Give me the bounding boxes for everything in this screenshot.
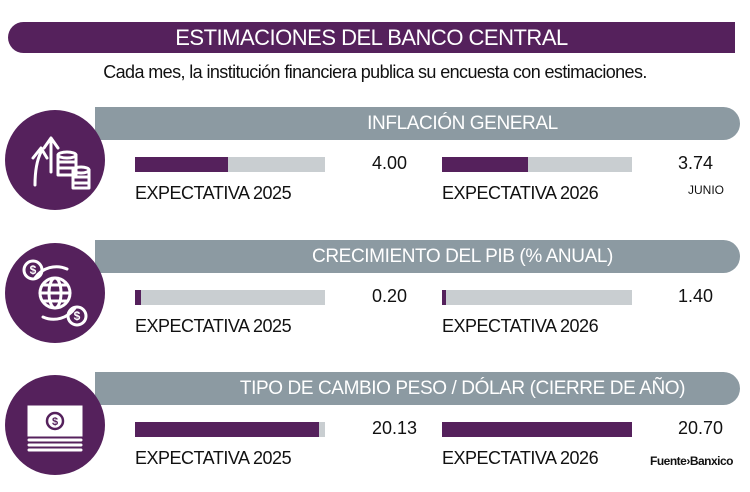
label-2026: EXPECTATIVA 2026 [442,183,599,203]
value-2026: 3.74 [678,153,714,173]
bar-fill [135,290,141,305]
bar-track-2025 [135,422,325,437]
section-inflation: INFLACIÓN GENERAL 4.00 EXPECTATIVA 2025 … [0,107,750,227]
section-gdp: CRECIMIENTO DEL PIB (% ANUAL) $ $ 0.20 E… [0,240,750,360]
icon-circle: $ $ [5,243,105,343]
bar-fill [442,290,446,305]
label-2025: EXPECTATIVA 2025 [135,183,292,203]
svg-text:$: $ [30,263,37,277]
subtitle: Cada mes, la institución financiera publ… [103,62,647,82]
bar-fill [135,157,229,172]
bar-track-2026 [442,157,632,172]
bar-fill [442,422,632,437]
value-2026: 20.70 [678,418,724,438]
svg-text:$: $ [52,416,58,428]
globe-dollar-exchange-icon: $ $ [22,259,88,327]
value-2025: 4.00 [372,153,408,173]
bar-track-2026 [442,290,632,305]
section-title: TIPO DE CAMBIO PESO / DÓLAR (CIERRE DE A… [95,372,740,405]
bar-track-2026 [442,422,632,437]
label-2025: EXPECTATIVA 2025 [135,448,292,468]
bar-fill [442,157,528,172]
icon-circle [5,110,105,210]
label-2026: EXPECTATIVA 2026 [442,316,599,336]
value-2025: 20.13 [372,418,418,438]
bar-track-2025 [135,157,325,172]
section-exchange-rate: TIPO DE CAMBIO PESO / DÓLAR (CIERRE DE A… [0,372,750,492]
label-2025: EXPECTATIVA 2025 [135,316,292,336]
note-month: JUNIO [688,183,724,197]
value-2026: 1.40 [678,286,714,306]
coins-arrows-up-icon [31,136,91,190]
source-note: Fuente›Banxico [650,454,734,468]
bar-track-2025 [135,290,325,305]
label-2026: EXPECTATIVA 2026 [442,448,599,468]
svg-text:$: $ [74,309,81,323]
section-title: INFLACIÓN GENERAL [95,107,740,140]
page-title: ESTIMACIONES DEL BANCO CENTRAL [8,22,735,53]
icon-circle: $ [5,375,105,475]
section-title: CRECIMIENTO DEL PIB (% ANUAL) [95,240,740,273]
bar-fill [135,422,320,437]
value-2025: 0.20 [372,286,408,306]
banknote-stack-icon: $ [27,405,83,452]
